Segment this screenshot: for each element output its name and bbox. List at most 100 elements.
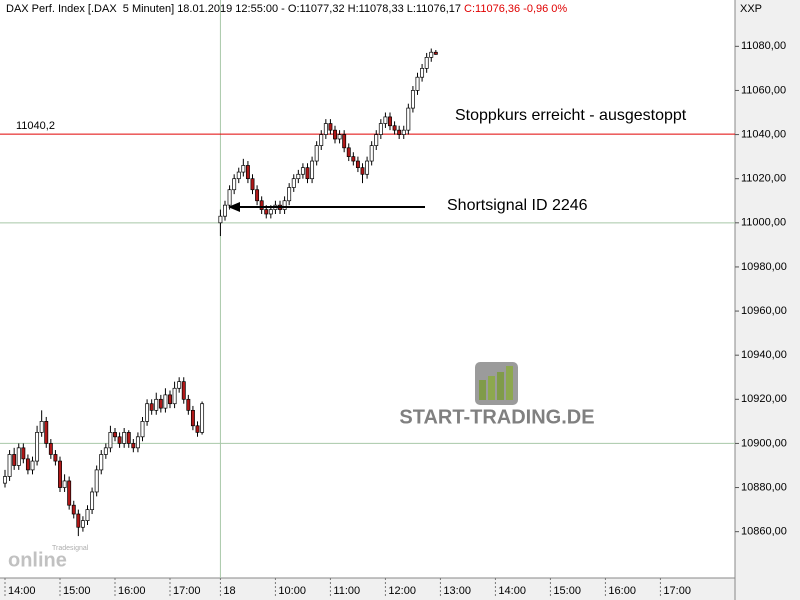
candle-body	[190, 409, 195, 427]
y-tick-label: 10980,00	[741, 261, 787, 273]
candle-body	[245, 165, 250, 180]
y-tick-label: 10880,00	[741, 481, 787, 493]
candle-body	[80, 520, 85, 528]
candle-body	[172, 387, 177, 405]
candle-body	[223, 204, 227, 217]
candle-body	[268, 209, 273, 215]
candle-body	[168, 394, 172, 405]
candle-body	[305, 167, 310, 180]
candle-body	[135, 436, 140, 449]
candle-body	[149, 403, 154, 411]
candle-body	[25, 458, 30, 471]
candle-body	[323, 123, 328, 135]
candle-body	[314, 145, 319, 162]
quote-change: C:11076,36 -0,96 0%	[464, 3, 568, 15]
candle-body	[333, 129, 337, 140]
x-tick-label: 18	[223, 585, 235, 597]
candle-body	[154, 398, 159, 411]
candle-body	[236, 171, 241, 180]
brand-name: Tradesignal	[52, 545, 89, 552]
candle-body	[392, 125, 397, 131]
x-tick-label: 11:00	[333, 585, 360, 597]
candle-body	[117, 436, 122, 444]
candle-body	[346, 147, 351, 157]
y-tick-label: 11040,00	[741, 128, 786, 140]
y-tick-label: 10920,00	[741, 393, 787, 405]
candle-body	[365, 160, 370, 175]
y-tick-label: 11020,00	[741, 173, 786, 185]
y-axis-panel	[735, 0, 800, 600]
candle-body	[310, 160, 315, 180]
candle-body	[35, 432, 40, 462]
candle-body	[71, 504, 76, 515]
candle-body	[369, 145, 374, 162]
candle-body	[103, 447, 108, 455]
candle-body	[200, 403, 205, 433]
arrow-head	[228, 202, 240, 212]
candle-body	[140, 421, 145, 438]
chart-title: DAX Perf. Index [.DAX 5 Minuten] 18.01.2…	[6, 3, 461, 15]
title-bar: DAX Perf. Index [.DAX 5 Minuten] 18.01.2…	[6, 3, 567, 15]
candle-body	[7, 454, 12, 477]
y-tick-label: 10900,00	[741, 437, 787, 449]
candle-body	[177, 381, 182, 389]
candle-body	[388, 116, 392, 127]
x-tick-label: 16:00	[118, 585, 146, 597]
candle-body	[342, 134, 347, 149]
x-tick-label: 10:00	[278, 585, 306, 597]
y-tick-label: 11080,00	[741, 40, 786, 52]
candle-body	[287, 187, 292, 202]
candle-body	[62, 480, 67, 488]
candle-body	[374, 134, 379, 146]
candle-body	[218, 215, 223, 224]
candle-body	[351, 156, 356, 162]
candle-body	[16, 447, 21, 466]
annotation: Stoppkurs erreicht - ausgestoppt	[455, 107, 687, 124]
y-tick-label: 10960,00	[741, 305, 787, 317]
candle-body	[76, 513, 81, 528]
candle-body	[30, 460, 35, 471]
annotation: Shortsignal ID 2246	[447, 197, 588, 214]
y-tick-label: 11060,00	[741, 84, 786, 96]
candle-body	[401, 129, 406, 135]
candle-body	[85, 509, 90, 521]
candle-body	[108, 432, 113, 449]
candle-body	[53, 454, 58, 462]
signal-arrow	[228, 202, 425, 212]
candle-body	[186, 398, 191, 411]
y-tick-label: 10940,00	[741, 349, 787, 361]
y-tick-label: 11000,00	[741, 217, 786, 229]
x-tick-label: 15:00	[553, 585, 581, 597]
x-tick-label: 14:00	[8, 585, 36, 597]
candle-body	[195, 425, 200, 433]
candle-body	[39, 421, 44, 433]
logo-bar	[506, 366, 513, 400]
candle-body	[113, 432, 117, 438]
brand-logo: online	[8, 549, 67, 571]
y-tick-label: 10860,00	[741, 526, 787, 538]
candle-body	[337, 134, 342, 140]
logo-bar	[497, 372, 504, 400]
candle-body	[383, 116, 388, 124]
candle-body	[410, 90, 415, 109]
axis-code: XXP	[740, 3, 763, 15]
candle-body	[378, 123, 383, 135]
candle-body	[296, 173, 301, 180]
x-tick-label: 16:00	[608, 585, 636, 597]
logo: START-TRADING.DE	[399, 362, 595, 428]
x-tick-label: 12:00	[388, 585, 416, 597]
candle-body	[406, 107, 411, 131]
x-axis-panel	[0, 578, 800, 600]
candle-body	[300, 167, 305, 175]
logo-text: START-TRADING.DE	[399, 406, 594, 428]
candle-body	[319, 134, 324, 146]
logo-bar	[488, 376, 495, 400]
logo-bar	[479, 380, 486, 400]
candle-body	[259, 200, 264, 210]
candle-body	[126, 432, 131, 444]
candle-body	[355, 160, 360, 169]
stop-line-label: 11040,2	[16, 120, 55, 132]
candle-body	[158, 398, 163, 409]
candle-body	[241, 165, 246, 173]
x-tick-label: 17:00	[663, 585, 691, 597]
